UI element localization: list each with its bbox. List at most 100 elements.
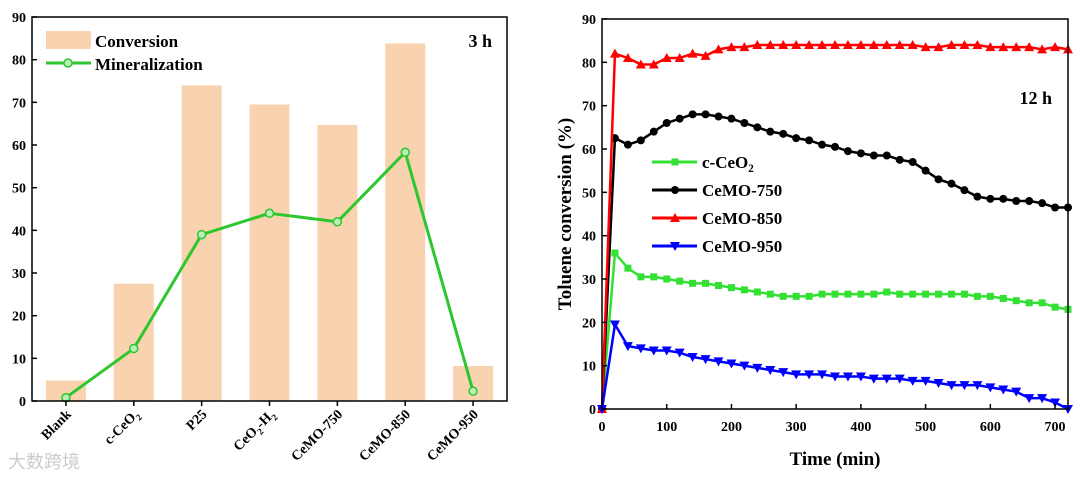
- legend-marker-mineralization: [63, 58, 73, 68]
- point-CeMO-750-19: [843, 147, 852, 156]
- point-c-CeO2-4: [650, 273, 658, 281]
- point-CeMO-950-22: [881, 374, 892, 384]
- legend-label-mineralization: Mineralization: [95, 55, 203, 74]
- bar-conversion-2: [181, 85, 222, 402]
- y-tick-label: 20: [582, 316, 596, 331]
- point-CeMO-750-18: [831, 142, 839, 151]
- point-CeMO-850-27: [946, 40, 957, 49]
- point-CeMO-950-30: [985, 383, 996, 393]
- point-CeMO-750-6: [675, 114, 684, 123]
- point-CeMO-750-11: [740, 119, 749, 127]
- point-CeMO-850-13: [765, 40, 776, 49]
- point-CeMO-750-34: [1038, 199, 1047, 208]
- point-CeMO-950-8: [700, 355, 711, 365]
- point-CeMO-950-28: [959, 381, 970, 391]
- point-CeMO-850-22: [881, 40, 892, 49]
- point-CeMO-950-13: [765, 366, 776, 375]
- point-c-CeO2-1: [611, 249, 619, 257]
- point-CeMO-850-21: [868, 40, 879, 49]
- point-c-CeO2-15: [792, 292, 800, 300]
- point-c-CeO2-19: [844, 290, 852, 298]
- point-CeMO-750-17: [818, 140, 827, 149]
- point-CeMO-950-29: [972, 381, 983, 391]
- y-tick-label: 0: [19, 395, 26, 410]
- legend-label-CeMO-950: CeMO-950: [702, 237, 782, 256]
- point-c-CeO2-32: [1012, 297, 1020, 305]
- point-CeMO-750-12: [753, 123, 762, 132]
- legend-marker-c-CeO2: [671, 158, 679, 166]
- point-CeMO-950-7: [687, 353, 698, 362]
- point-CeMO-950-19: [842, 372, 853, 382]
- point-CeMO-950-27: [946, 381, 957, 391]
- point-CeMO-950-14: [778, 368, 789, 378]
- point-c-CeO2-14: [779, 292, 787, 300]
- annotation-12h: 12 h: [1019, 88, 1052, 108]
- point-c-CeO2-16: [805, 292, 813, 300]
- point-CeMO-750-2: [623, 140, 632, 149]
- point-mineralization-3: [264, 208, 275, 219]
- point-CeMO-950-23: [894, 374, 905, 384]
- point-CeMO-750-10: [727, 114, 736, 123]
- point-CeMO-750-23: [895, 155, 904, 164]
- point-c-CeO2-17: [818, 290, 826, 298]
- point-CeMO-850-35: [1050, 42, 1061, 52]
- point-CeMO-950-31: [998, 385, 1009, 395]
- bar-conversion-4: [317, 124, 358, 402]
- point-CeMO-750-28: [960, 186, 969, 195]
- point-CeMO-950-17: [817, 370, 828, 380]
- point-c-CeO2-6: [676, 277, 684, 285]
- point-c-CeO2-30: [986, 292, 994, 300]
- point-c-CeO2-34: [1038, 299, 1046, 307]
- point-CeMO-750-14: [779, 129, 788, 138]
- point-CeMO-950-20: [855, 372, 866, 382]
- x-tick-label: 500: [915, 420, 936, 435]
- point-CeMO-950-24: [907, 376, 918, 386]
- point-CeMO-950-2: [622, 342, 633, 352]
- x-tick-label: CeMO-750: [289, 407, 346, 464]
- point-c-CeO2-11: [740, 286, 748, 294]
- point-CeMO-850-19: [842, 40, 853, 49]
- point-CeMO-850-26: [933, 42, 944, 52]
- point-CeMO-950-33: [1024, 394, 1035, 404]
- legend-label-CeMO-850: CeMO-850: [702, 209, 782, 228]
- point-CeMO-750-16: [805, 136, 814, 145]
- point-c-CeO2-5: [663, 275, 671, 283]
- y-tick-label: 80: [582, 56, 596, 71]
- point-CeMO-850-3: [635, 59, 646, 69]
- point-CeMO-950-11: [739, 361, 750, 371]
- point-c-CeO2-21: [870, 290, 878, 298]
- x-tick-label: CeO2-H2: [231, 407, 280, 456]
- bar-conversion-3: [249, 104, 290, 401]
- point-CeMO-850-24: [907, 40, 918, 49]
- series-line-c-CeO2: [600, 249, 1069, 410]
- y-tick-label: 50: [12, 182, 26, 197]
- point-CeMO-750-24: [908, 158, 917, 166]
- point-c-CeO2-31: [999, 295, 1007, 302]
- y-tick-label: 10: [582, 360, 596, 375]
- legend-swatch-conversion: [46, 31, 91, 49]
- x-tick-label: c-CeO2: [102, 407, 144, 449]
- point-CeMO-750-5: [662, 119, 671, 127]
- legend-marker-CeMO-750: [671, 186, 679, 194]
- point-c-CeO2-10: [727, 284, 735, 292]
- point-CeMO-850-20: [855, 40, 866, 49]
- y-tick-label: 60: [12, 139, 26, 154]
- point-CeMO-750-21: [869, 151, 878, 160]
- point-CeMO-850-7: [687, 48, 698, 58]
- point-CeMO-850-10: [726, 42, 737, 52]
- point-CeMO-850-18: [830, 40, 840, 49]
- point-CeMO-950-1: [609, 320, 620, 330]
- point-CeMO-950-12: [752, 363, 763, 373]
- point-CeMO-850-4: [648, 59, 659, 69]
- point-CeMO-850-29: [972, 40, 983, 49]
- y-tick-label: 40: [582, 230, 596, 245]
- point-CeMO-950-4: [648, 346, 659, 356]
- point-CeMO-950-32: [1011, 387, 1022, 397]
- point-CeMO-850-23: [894, 40, 905, 49]
- point-CeMO-950-9: [713, 357, 724, 367]
- point-CeMO-750-33: [1025, 197, 1034, 205]
- x-tick-label: 700: [1045, 420, 1066, 435]
- point-c-CeO2-23: [896, 290, 904, 298]
- x-tick-label: 400: [850, 420, 871, 435]
- point-CeMO-850-31: [998, 42, 1009, 52]
